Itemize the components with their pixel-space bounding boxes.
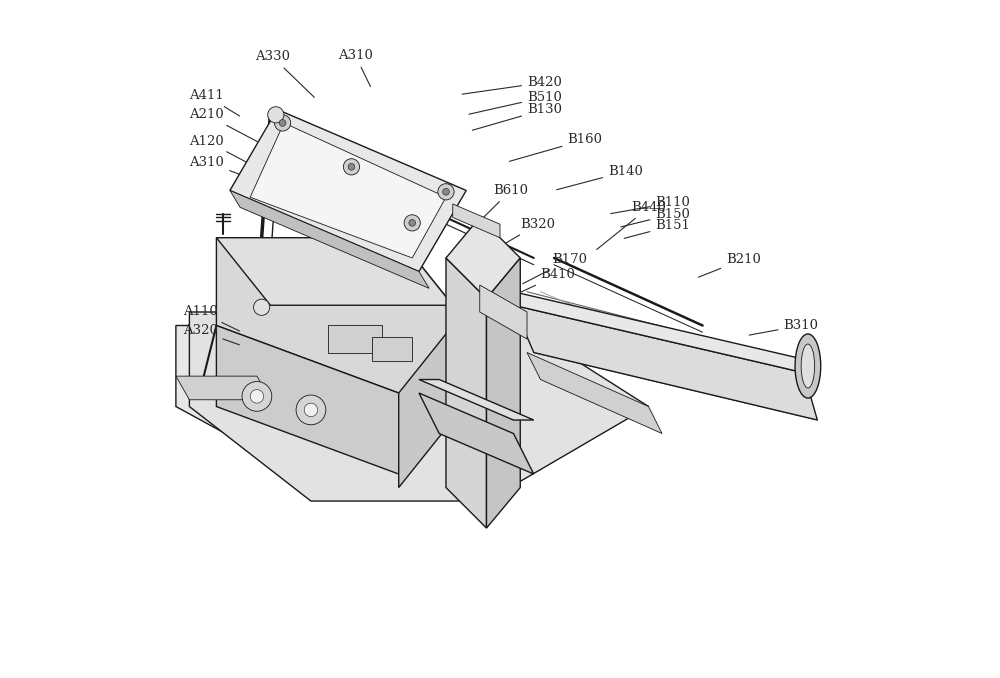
Text: B160: B160 xyxy=(509,134,603,161)
Circle shape xyxy=(279,119,286,126)
Polygon shape xyxy=(419,393,534,474)
Text: A110: A110 xyxy=(183,306,240,331)
Text: A310: A310 xyxy=(189,155,253,180)
Circle shape xyxy=(296,395,326,424)
Circle shape xyxy=(409,220,416,226)
Text: B151: B151 xyxy=(624,219,690,239)
Polygon shape xyxy=(527,353,662,433)
Ellipse shape xyxy=(801,344,815,388)
Circle shape xyxy=(348,163,355,170)
Text: A120: A120 xyxy=(189,135,246,162)
Text: B440: B440 xyxy=(597,201,667,250)
Polygon shape xyxy=(176,325,649,487)
Polygon shape xyxy=(176,376,270,400)
Polygon shape xyxy=(230,191,429,288)
Polygon shape xyxy=(399,325,453,487)
Bar xyxy=(328,325,382,353)
Polygon shape xyxy=(216,325,399,474)
Polygon shape xyxy=(419,380,534,420)
Circle shape xyxy=(254,299,270,315)
Polygon shape xyxy=(216,238,453,393)
Circle shape xyxy=(438,184,454,200)
Bar xyxy=(372,338,412,361)
Text: A210: A210 xyxy=(189,108,258,142)
Text: A330: A330 xyxy=(255,50,314,98)
Ellipse shape xyxy=(795,334,821,398)
Polygon shape xyxy=(486,258,520,528)
Circle shape xyxy=(343,159,360,175)
Polygon shape xyxy=(453,204,500,238)
Circle shape xyxy=(404,215,420,231)
Text: A411: A411 xyxy=(189,89,240,116)
Circle shape xyxy=(250,390,264,403)
Circle shape xyxy=(268,106,284,123)
Polygon shape xyxy=(514,305,817,420)
Text: B210: B210 xyxy=(698,253,761,277)
Text: B310: B310 xyxy=(749,319,819,335)
Text: B150: B150 xyxy=(621,207,690,227)
Text: A310: A310 xyxy=(338,49,373,87)
Text: B320: B320 xyxy=(481,218,555,258)
Text: B610: B610 xyxy=(465,184,528,236)
Circle shape xyxy=(274,115,291,131)
Text: B130: B130 xyxy=(472,103,562,130)
Text: A320: A320 xyxy=(183,324,239,345)
Polygon shape xyxy=(216,238,453,305)
Polygon shape xyxy=(514,292,804,373)
Text: B170: B170 xyxy=(523,253,588,283)
Circle shape xyxy=(304,403,318,417)
Polygon shape xyxy=(230,109,466,271)
Polygon shape xyxy=(480,285,527,339)
Text: B410: B410 xyxy=(513,268,575,296)
Text: B510: B510 xyxy=(469,91,562,114)
Text: B140: B140 xyxy=(557,165,643,190)
Polygon shape xyxy=(446,218,520,298)
Circle shape xyxy=(242,382,272,412)
Polygon shape xyxy=(446,258,486,528)
Polygon shape xyxy=(250,123,446,258)
Text: B110: B110 xyxy=(611,196,690,214)
Circle shape xyxy=(443,188,449,195)
Polygon shape xyxy=(189,312,649,501)
Text: B420: B420 xyxy=(462,76,562,94)
